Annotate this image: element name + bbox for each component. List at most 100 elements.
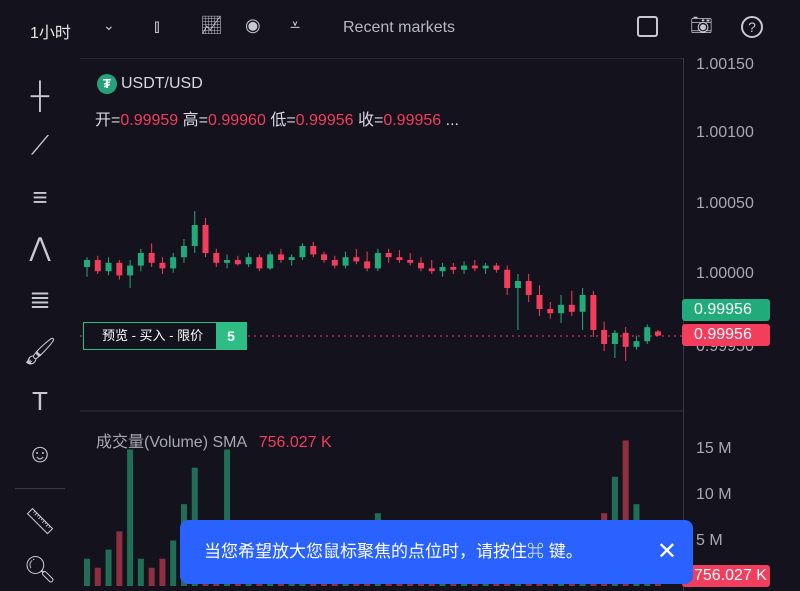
- order-preview[interactable]: 预览 - 买入 - 限价 5: [83, 322, 247, 350]
- candle-body: [547, 309, 554, 314]
- candle-body: [579, 295, 586, 312]
- compare-icon[interactable]: ⩡: [290, 15, 301, 35]
- price-tick: 1.00150: [696, 56, 754, 73]
- drawing-toolbar: ┼ ⟋ ≡ ⋀ ≣ 🖌︎ T ☺ 📏︎ 🔍︎: [0, 58, 80, 591]
- volume-bar: [127, 449, 134, 586]
- order-preview-label: 预览 - 买入 - 限价: [102, 328, 204, 343]
- candle-body: [288, 257, 295, 260]
- candle-body: [234, 260, 241, 265]
- candle-body: [159, 262, 166, 269]
- candlestick-type-icon[interactable]: ⫾: [154, 16, 160, 36]
- volume-bar: [84, 558, 90, 586]
- candle-body: [299, 246, 306, 258]
- volume-label: 成交量(Volume) SMA: [96, 434, 247, 451]
- candle-body: [644, 327, 651, 342]
- candle-body: [504, 269, 511, 288]
- open-value: 0.99959: [120, 112, 179, 129]
- candle-body: [396, 257, 403, 260]
- candle-body: [321, 254, 328, 260]
- volume-sma-value: 756.027 K: [258, 434, 332, 451]
- candle-body: [170, 257, 177, 269]
- candle-body: [417, 262, 424, 269]
- candle-body: [191, 225, 198, 246]
- toast-text: 当您希望放大您鼠标聚焦的点位时，请按住⌘ 键。: [204, 542, 583, 561]
- price-tick: 1.00050: [696, 195, 754, 212]
- candle-body: [385, 253, 392, 258]
- candle-body: [105, 262, 112, 272]
- order-quantity[interactable]: 5: [216, 323, 246, 349]
- candle-body: [568, 304, 575, 312]
- candle-body: [493, 265, 500, 270]
- high-value: 0.99960: [208, 112, 266, 129]
- top-toolbar: 1小时 ⌄ ⫾ 📈︎ ◉ ⩡ Recent markets 📷︎ ?: [0, 0, 800, 58]
- candle-body: [342, 257, 349, 266]
- candle-body: [611, 332, 618, 344]
- bid-price-tag: 0.99956: [682, 324, 770, 346]
- tether-logo-icon: ₮: [97, 74, 117, 94]
- trendline-icon[interactable]: ⟋: [30, 130, 50, 160]
- pattern-icon[interactable]: ⋀: [29, 232, 51, 262]
- timeframe-selector[interactable]: 1小时: [30, 25, 71, 42]
- volume-bar: [159, 558, 166, 586]
- fullscreen-icon[interactable]: [637, 16, 658, 37]
- volume-bar: [170, 540, 177, 586]
- camera-icon[interactable]: 📷︎: [690, 15, 713, 35]
- zoom-in-icon[interactable]: 🔍︎: [23, 554, 57, 584]
- emoji-icon[interactable]: ☺: [26, 438, 54, 468]
- candle-body: [374, 253, 381, 269]
- chevron-down-icon[interactable]: ⌄: [103, 17, 115, 33]
- volume-bar: [622, 440, 629, 586]
- recent-markets-button[interactable]: Recent markets: [343, 19, 456, 36]
- symbol-legend: ₮ USDT/USD: [97, 74, 203, 94]
- candle-body: [514, 281, 521, 288]
- crosshair-icon[interactable]: ┼: [30, 80, 50, 110]
- candle-body: [558, 304, 565, 314]
- candle-body: [655, 331, 661, 336]
- text-icon[interactable]: T: [32, 386, 48, 416]
- ohlc-values: 开=0.99959 高=0.99960 低=0.99956 收=0.99956 …: [95, 106, 459, 130]
- projection-icon[interactable]: ≣: [29, 284, 51, 314]
- volume-bar: [224, 449, 231, 586]
- candle-body: [633, 341, 640, 347]
- volume-bar: [116, 531, 123, 586]
- candle-body: [94, 260, 101, 272]
- ruler-icon[interactable]: 📏︎: [23, 506, 57, 536]
- price-tick: 1.00000: [696, 265, 754, 282]
- close-value: 0.99956: [383, 112, 442, 129]
- volume-bar: [148, 567, 155, 586]
- close-icon[interactable]: ✕: [656, 538, 677, 565]
- close-label: 收=: [357, 112, 384, 129]
- chart-area[interactable]: [80, 58, 683, 591]
- candle-body: [461, 265, 468, 270]
- indicators-icon[interactable]: 📈︎: [200, 15, 223, 35]
- candle-body: [450, 267, 457, 270]
- candle-body: [224, 260, 231, 263]
- volume-tick: 15 M: [696, 440, 732, 457]
- candle-body: [180, 246, 187, 258]
- candle-body: [601, 330, 608, 344]
- candle-body: [256, 257, 263, 269]
- candle-body: [353, 257, 360, 262]
- candle-body: [590, 295, 597, 330]
- candle-body: [407, 260, 414, 263]
- help-icon[interactable]: ?: [741, 16, 763, 38]
- candle-body: [267, 254, 274, 269]
- zoom-hint-toast: 当您希望放大您鼠标聚焦的点位时，请按住⌘ 键。 ✕: [180, 520, 693, 584]
- candle-body: [127, 265, 134, 276]
- fib-lines-icon[interactable]: ≡: [32, 182, 48, 212]
- ask-price-tag: 0.99956: [682, 299, 770, 321]
- divider: [15, 488, 65, 489]
- volume-bar: [94, 567, 101, 586]
- volume-tag: 756.027 K: [682, 565, 770, 587]
- candle-body: [428, 268, 435, 272]
- symbol-name: USDT/USD: [121, 75, 203, 92]
- open-label: 开=: [95, 112, 121, 129]
- eye-icon[interactable]: ◉: [245, 15, 261, 35]
- candle-body: [116, 262, 123, 276]
- candle-body: [525, 281, 532, 295]
- volume-tick: 5 M: [696, 532, 723, 549]
- candle-body: [536, 295, 543, 309]
- candle-body: [213, 253, 220, 263]
- brush-icon[interactable]: 🖌︎: [23, 336, 57, 366]
- more-button[interactable]: ...: [445, 112, 459, 129]
